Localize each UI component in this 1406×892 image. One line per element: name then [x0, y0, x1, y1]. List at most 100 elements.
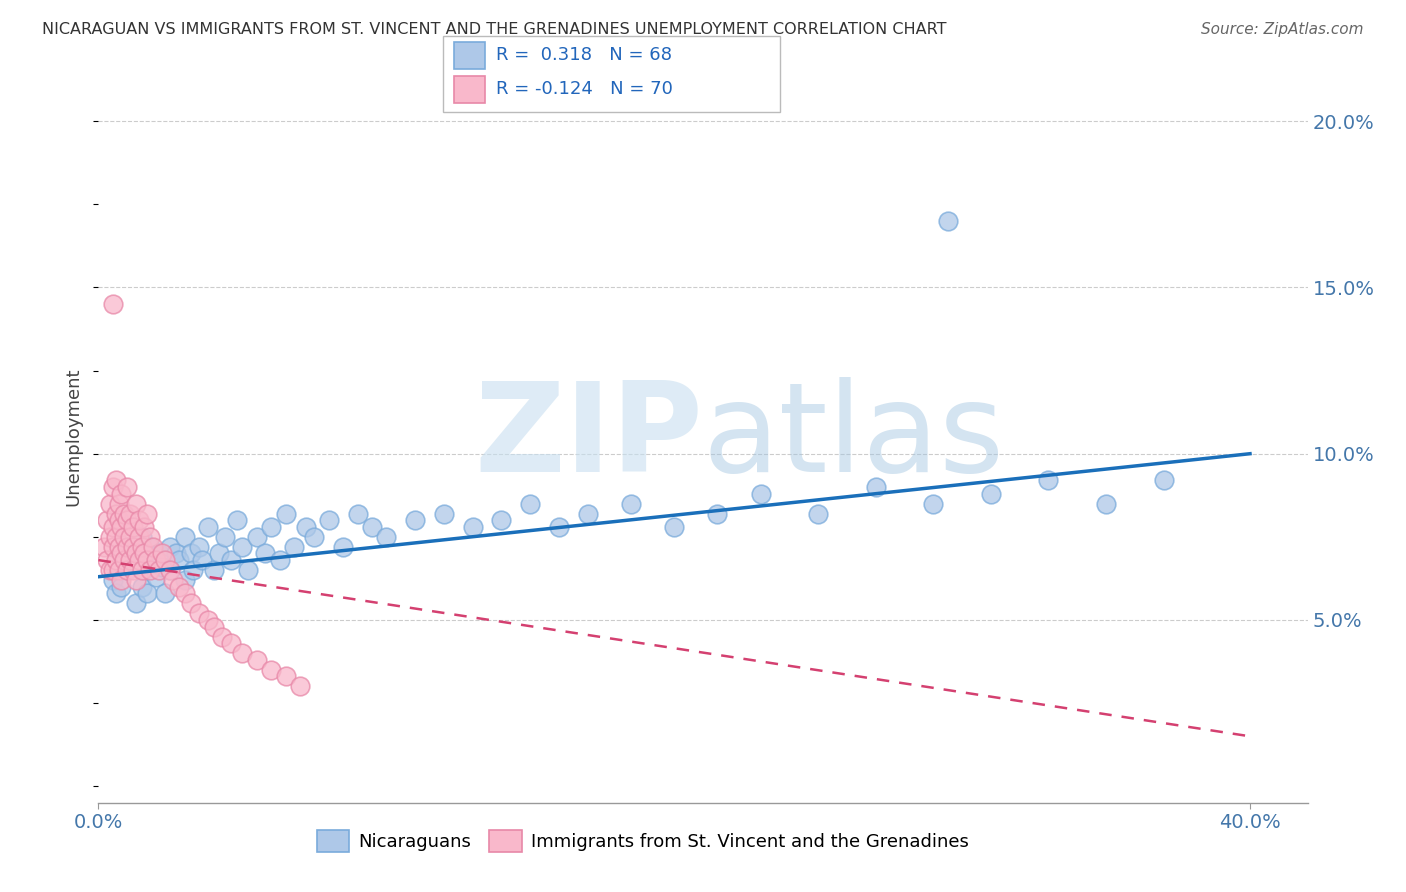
Point	[980, 486, 1002, 500]
Point	[375, 530, 398, 544]
Y-axis label: Unemployment: Unemployment	[65, 368, 83, 507]
Point	[236, 563, 259, 577]
Point	[288, 680, 311, 694]
Point	[202, 619, 225, 633]
Point	[922, 497, 945, 511]
Point	[180, 596, 202, 610]
Point	[304, 530, 326, 544]
Point	[96, 513, 118, 527]
Point	[1153, 473, 1175, 487]
Point	[125, 573, 148, 587]
Point	[246, 530, 269, 544]
Point	[101, 563, 124, 577]
Point	[183, 563, 205, 577]
Point	[269, 553, 291, 567]
Point	[576, 507, 599, 521]
Point	[865, 480, 887, 494]
Point	[214, 530, 236, 544]
Point	[197, 520, 219, 534]
Point	[110, 580, 132, 594]
Point	[104, 586, 127, 600]
Point	[120, 553, 142, 567]
Point	[1038, 473, 1060, 487]
Point	[519, 497, 541, 511]
Point	[122, 563, 145, 577]
Point	[433, 507, 456, 521]
Point	[107, 513, 129, 527]
Point	[142, 553, 165, 567]
Point	[165, 546, 187, 560]
Point	[112, 530, 135, 544]
Point	[131, 580, 153, 594]
Point	[110, 573, 132, 587]
Point	[104, 553, 127, 567]
Point	[548, 520, 571, 534]
Point	[180, 546, 202, 560]
Point	[110, 486, 132, 500]
Point	[219, 553, 242, 567]
Point	[115, 513, 138, 527]
Point	[274, 669, 297, 683]
Point	[104, 530, 127, 544]
Point	[122, 553, 145, 567]
Point	[128, 553, 150, 567]
Point	[318, 513, 340, 527]
Point	[173, 530, 195, 544]
Text: atlas: atlas	[703, 376, 1005, 498]
Point	[173, 586, 195, 600]
Point	[159, 563, 181, 577]
Point	[125, 497, 148, 511]
Point	[101, 573, 124, 587]
Point	[110, 546, 132, 560]
Point	[1095, 497, 1118, 511]
Point	[112, 507, 135, 521]
Point	[128, 530, 150, 544]
Point	[936, 214, 959, 228]
Point	[274, 507, 297, 521]
Point	[148, 563, 170, 577]
Point	[98, 497, 121, 511]
Point	[104, 473, 127, 487]
Point	[191, 553, 214, 567]
Point	[173, 573, 195, 587]
Point	[122, 540, 145, 554]
Point	[159, 563, 181, 577]
Point	[131, 530, 153, 544]
Point	[131, 540, 153, 554]
Point	[219, 636, 242, 650]
Point	[131, 563, 153, 577]
Point	[96, 553, 118, 567]
Point	[115, 540, 138, 554]
Point	[491, 513, 513, 527]
Point	[115, 480, 138, 494]
Point	[664, 520, 686, 534]
Point	[136, 507, 159, 521]
Point	[104, 507, 127, 521]
Point	[139, 540, 162, 554]
Text: Source: ZipAtlas.com: Source: ZipAtlas.com	[1201, 22, 1364, 37]
Point	[134, 520, 156, 534]
Point	[620, 497, 643, 511]
Point	[125, 596, 148, 610]
Point	[404, 513, 426, 527]
Point	[150, 559, 173, 574]
Point	[107, 563, 129, 577]
Point	[246, 653, 269, 667]
Point	[283, 540, 305, 554]
Point	[139, 563, 162, 577]
Point	[107, 540, 129, 554]
Point	[101, 540, 124, 554]
Point	[202, 563, 225, 577]
Point	[188, 607, 211, 621]
Point	[294, 520, 316, 534]
Point	[136, 586, 159, 600]
Point	[361, 520, 384, 534]
Point	[110, 520, 132, 534]
Point	[145, 553, 167, 567]
Point	[139, 530, 162, 544]
Point	[807, 507, 830, 521]
Point	[120, 507, 142, 521]
Point	[115, 563, 138, 577]
Point	[231, 646, 253, 660]
Point	[225, 513, 247, 527]
